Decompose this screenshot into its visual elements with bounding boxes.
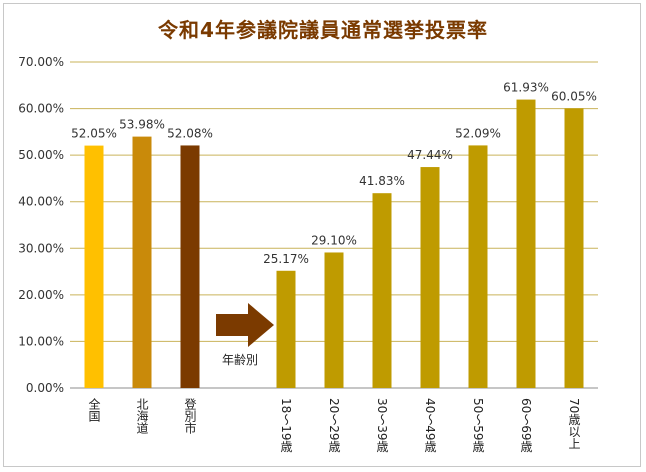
category-label: 登別市: [183, 397, 197, 434]
category-label: 70歳以上: [567, 398, 581, 449]
data-label: 60.05%: [551, 89, 597, 103]
chart-title: 令和4年参議院議員通常選挙投票率: [158, 18, 488, 42]
category-label: 全国: [87, 397, 101, 422]
category-label: 20～29歳: [327, 398, 341, 453]
data-label: 47.44%: [407, 148, 453, 162]
bar: [84, 145, 104, 388]
bar: [180, 145, 200, 388]
data-label: 41.83%: [359, 174, 405, 188]
y-tick-label: 20.00%: [18, 288, 64, 302]
data-label: 53.98%: [119, 118, 165, 132]
category-label: 50～59歳: [471, 398, 485, 453]
bar: [468, 145, 488, 388]
data-label: 52.05%: [71, 127, 117, 141]
y-tick-label: 70.00%: [18, 55, 64, 69]
data-label: 25.17%: [263, 252, 309, 266]
y-tick-label: 0.00%: [26, 381, 64, 395]
bar: [372, 193, 392, 388]
bar: [324, 252, 344, 388]
data-label: 52.08%: [167, 126, 213, 140]
category-label: 60～69歳: [519, 398, 533, 453]
annotation-label: 年齢別: [222, 352, 258, 367]
category-label: 18～19歳: [279, 398, 293, 453]
data-label: 52.09%: [455, 126, 501, 140]
y-tick-label: 30.00%: [18, 241, 64, 255]
y-tick-label: 10.00%: [18, 334, 64, 348]
data-label: 61.93%: [503, 81, 549, 95]
category-label: 30～39歳: [375, 398, 389, 453]
bar: [516, 99, 536, 389]
category-label: 40～49歳: [423, 398, 437, 453]
data-label: 29.10%: [311, 233, 357, 247]
y-tick-label: 60.00%: [18, 102, 64, 116]
arrow-icon: [216, 303, 274, 347]
category-label: 北海道: [135, 398, 149, 434]
bar: [420, 167, 440, 388]
y-tick-label: 50.00%: [18, 148, 64, 162]
bar: [564, 108, 584, 389]
bar: [132, 136, 152, 388]
bar: [276, 270, 296, 388]
y-tick-label: 40.00%: [18, 195, 64, 209]
